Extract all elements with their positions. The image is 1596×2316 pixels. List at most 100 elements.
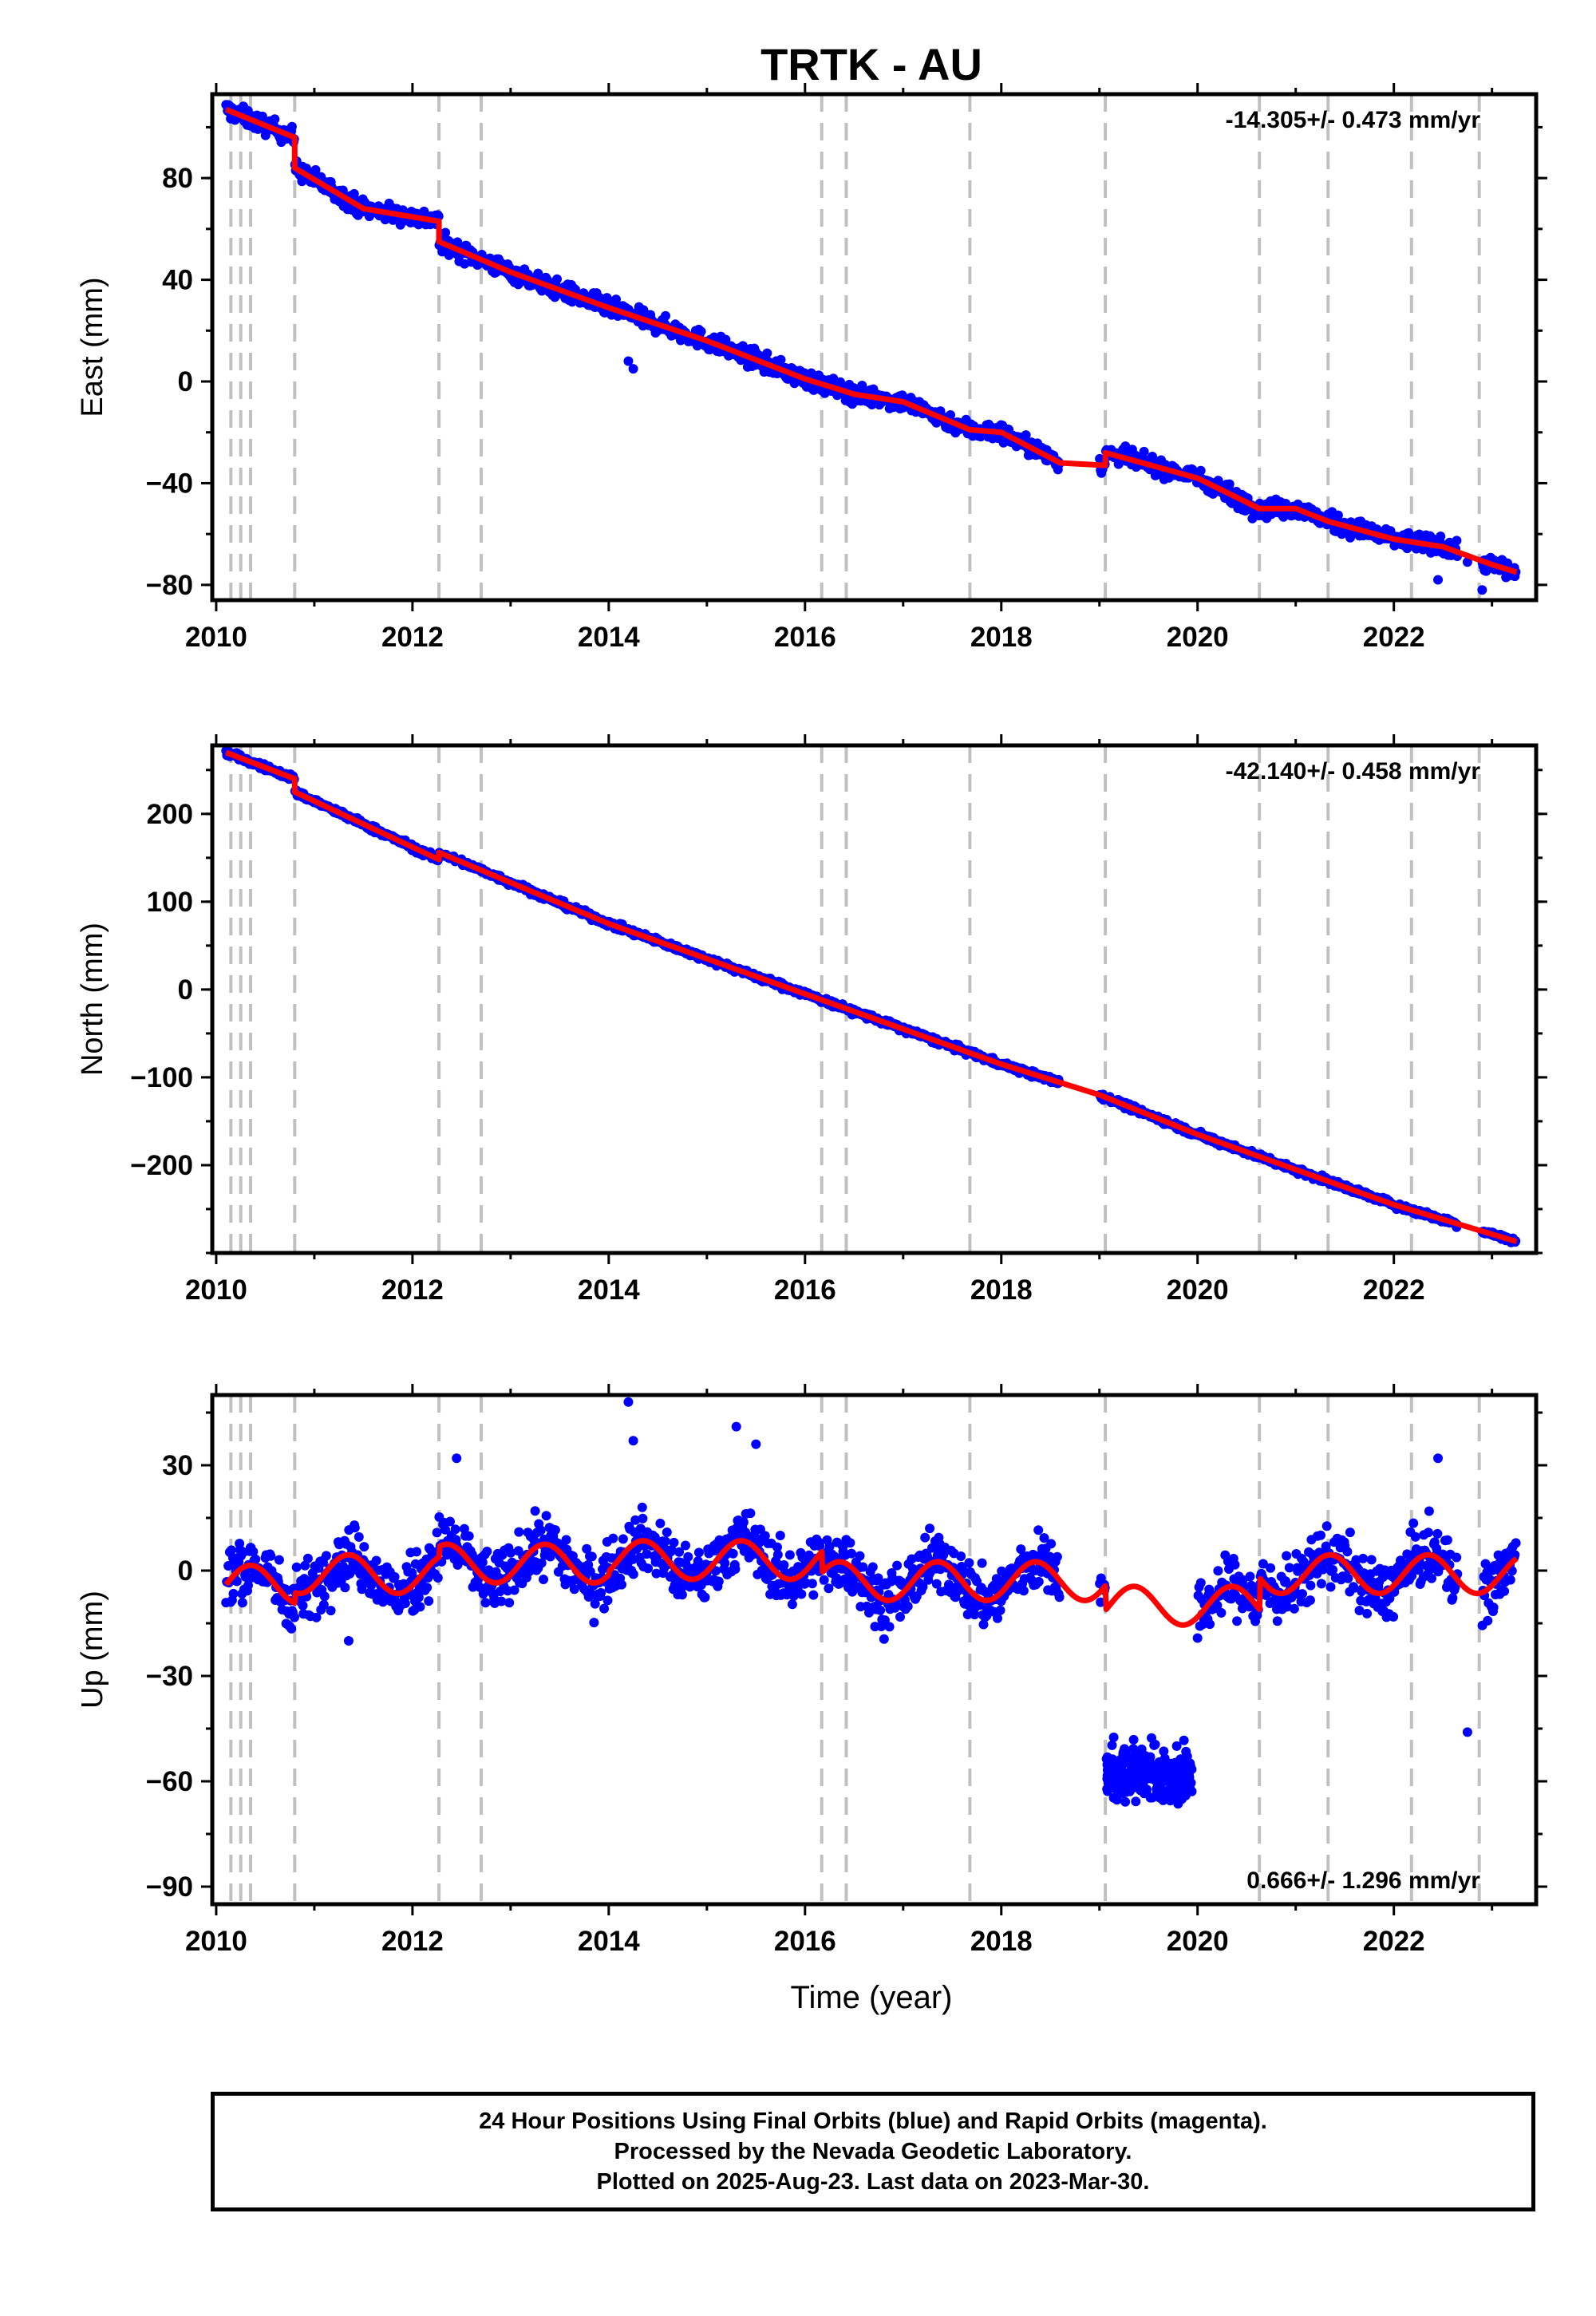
data-point [1436,532,1446,541]
y-axis-label-east: East (mm) [76,277,109,417]
data-point [1021,430,1031,441]
data-point [590,1599,600,1609]
data-point [243,1580,253,1591]
data-point [509,1585,519,1595]
data-point [539,1575,548,1584]
data-point [1306,1580,1316,1591]
data-point [1033,1576,1044,1587]
data-point [340,1583,350,1593]
data-point [720,1558,730,1568]
y-tick-label: 200 [147,799,193,830]
data-point [879,1634,889,1644]
data-point [1358,1553,1369,1563]
data-point [596,1587,606,1598]
data-point-outlier [628,364,638,374]
x-tick-label: 2014 [578,622,640,653]
x-tick-label: 2018 [970,1275,1033,1306]
data-point [650,1532,660,1543]
data-point [946,410,955,420]
data-point [286,1623,297,1634]
data-point [938,1550,949,1560]
data-point [1204,1584,1215,1595]
data-point [424,1596,434,1607]
data-point [700,1592,710,1603]
data-point [772,1550,783,1560]
data-point [1389,1611,1399,1622]
data-point [855,1551,865,1561]
data-point [775,1531,785,1540]
data-point [807,1579,817,1589]
data-point [1284,1563,1294,1573]
data-point [227,1545,236,1555]
data-point [477,1557,488,1567]
data-point [1505,1575,1515,1585]
data-point [1298,1589,1307,1599]
data-point [772,1542,782,1552]
data-point [1018,1586,1029,1596]
data-point [1266,1563,1276,1573]
x-tick-label: 2016 [774,1275,836,1306]
data-point [674,1547,685,1557]
data-point-outlier [1477,585,1487,595]
y-tick-label: 40 [162,265,193,296]
y-tick-label: 100 [147,887,193,918]
data-point [762,348,772,358]
data-point [266,1551,276,1561]
data-point [1282,1551,1292,1561]
data-point [903,1601,913,1611]
data-point [530,1506,540,1516]
data-point [630,1515,641,1525]
data-point [311,1612,322,1622]
data-point [1139,446,1149,456]
data-point [713,1576,724,1587]
y-tick-label: 80 [162,163,193,194]
data-point [970,1610,980,1620]
data-point [608,1533,618,1543]
data-point [1408,1518,1419,1528]
data-point [228,1588,239,1599]
data-point [884,1622,895,1632]
data-point [977,1558,987,1568]
data-point [1224,479,1235,489]
data-point [602,1595,613,1606]
data-point [681,1540,690,1551]
data-point [541,1511,551,1521]
data-point [582,1543,592,1554]
x-tick-label: 2018 [970,622,1033,653]
data-point [535,1525,546,1535]
data-point [587,1551,597,1562]
data-point [824,1541,835,1551]
data-point [808,1590,819,1600]
data-point [504,1598,515,1608]
data-point [450,1524,460,1535]
rate-annotation-east: -14.305+/- 0.473 mm/yr [1226,107,1481,133]
data-point [1316,1579,1326,1589]
data-point [302,1553,313,1563]
data-point [389,1571,400,1582]
y-tick-label: 0 [178,974,193,1006]
data-point [300,1560,310,1571]
panel-east: 2010 2012 2014 2016 2018 2020 2022−80−4004080E… [76,83,1547,653]
data-point [1216,1607,1227,1618]
data-point [918,1582,928,1592]
x-tick-label: 2020 [1167,622,1229,653]
data-point [1325,1582,1336,1592]
x-tick-label: 2010 [185,1275,247,1306]
data-point [270,114,280,124]
y-axis-label-north: North (mm) [76,923,109,1076]
data-point [995,1605,1005,1615]
x-tick-label: 2022 [1363,622,1425,653]
data-point [350,1523,360,1533]
data-point [1272,1616,1282,1626]
data-point [464,1531,474,1541]
data-point [496,1596,507,1607]
y-tick-label: −80 [146,570,193,601]
data-point [978,1619,989,1630]
x-tick-label: 2012 [381,622,444,653]
model-line-north [224,749,1518,1245]
x-tick-label: 2012 [381,1275,444,1306]
data-point [784,1550,795,1560]
data-point [824,1583,834,1594]
data-point [561,1535,571,1545]
data-point [1258,1559,1268,1569]
